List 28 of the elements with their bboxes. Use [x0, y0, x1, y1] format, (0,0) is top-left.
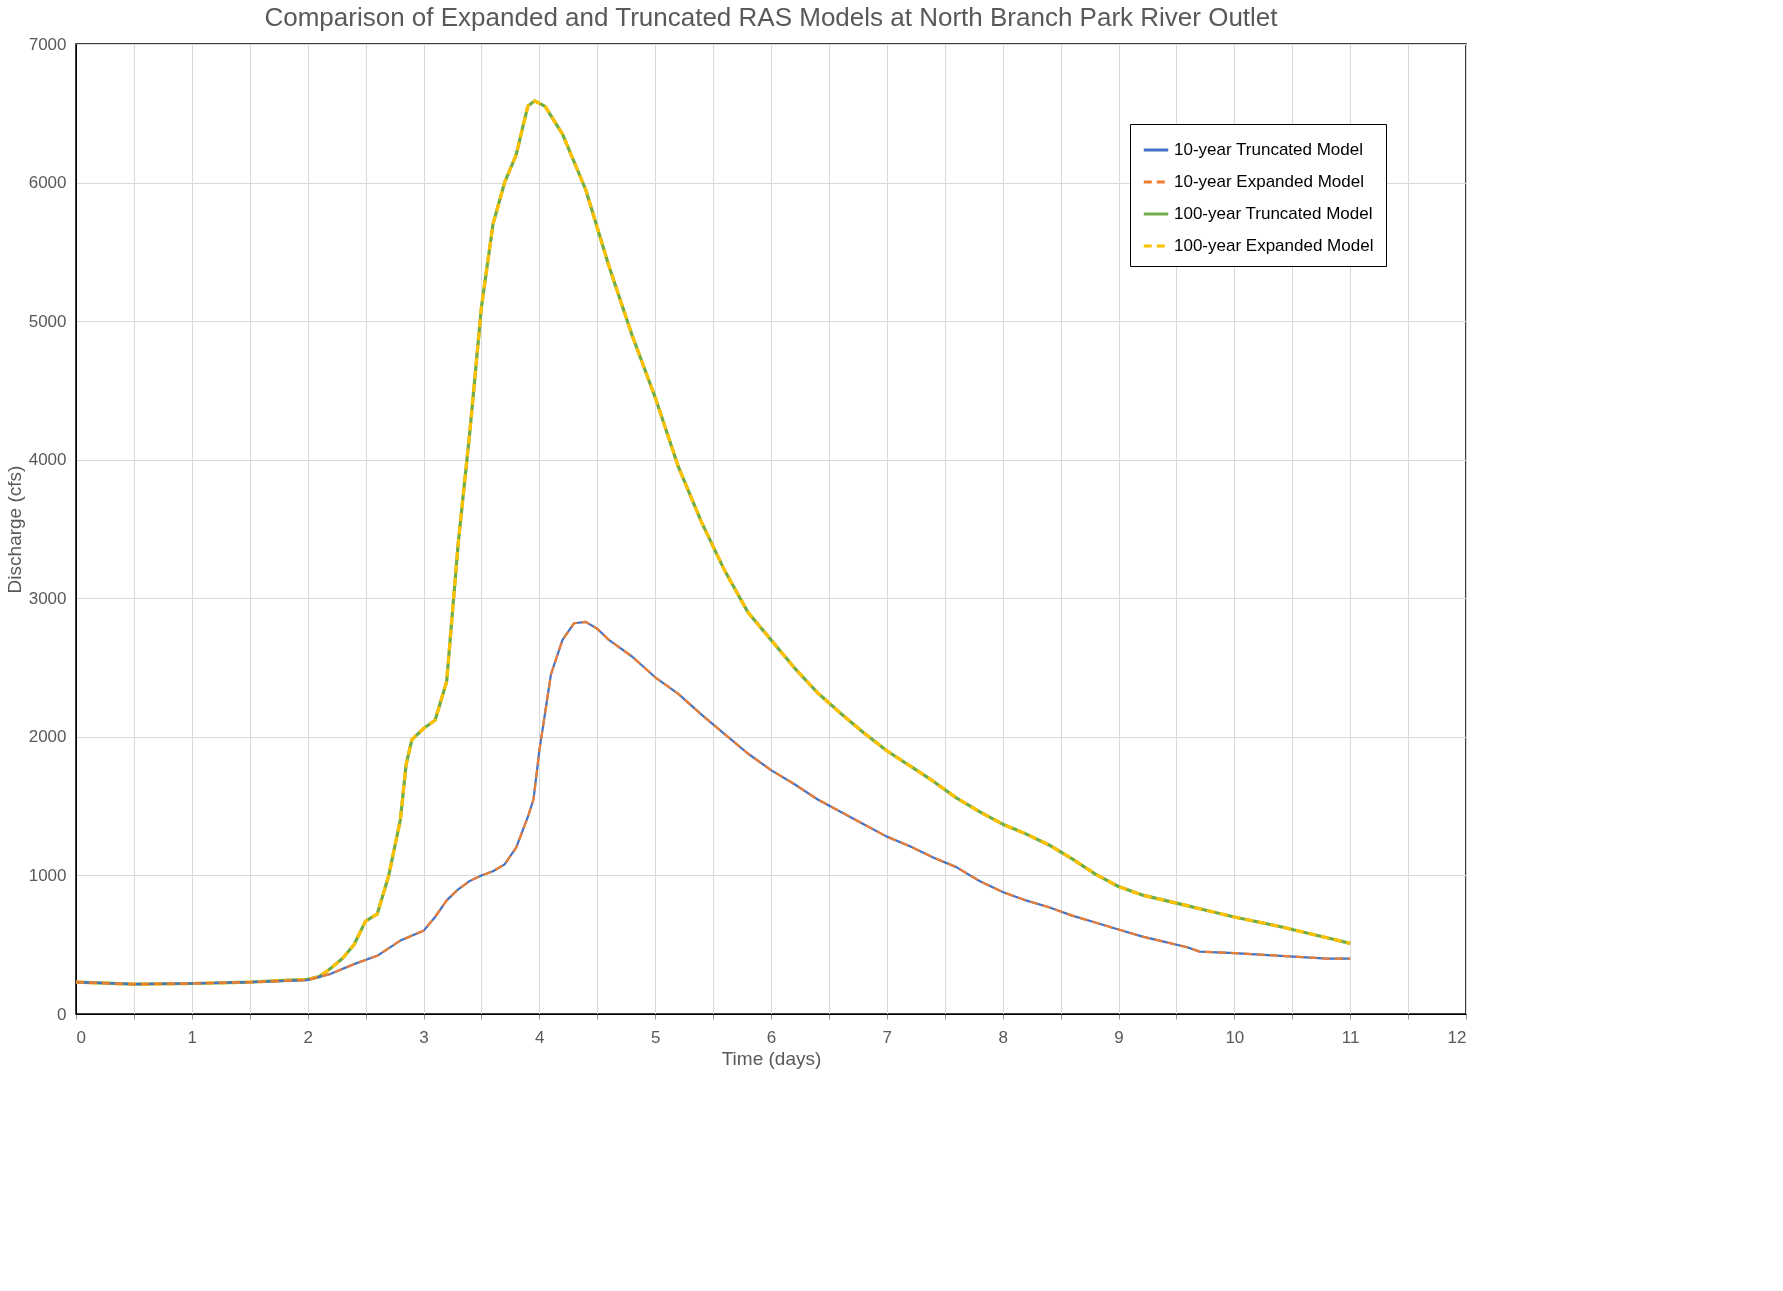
x-tick-label: 10: [1225, 1027, 1245, 1047]
x-axis-title: Time (days): [721, 1047, 822, 1069]
y-tick-label: 2000: [28, 727, 67, 747]
x-tick-label: 0: [76, 1027, 86, 1047]
x-tick-label: 1: [187, 1027, 198, 1047]
y-tick-label: 3000: [28, 588, 67, 608]
x-tick-label: 7: [882, 1027, 893, 1047]
legend-label: 100-year Expanded Model: [1174, 236, 1374, 255]
legend-label: 100-year Truncated Model: [1174, 204, 1373, 223]
x-tick-label: 3: [419, 1027, 429, 1047]
x-tick-label: 8: [998, 1027, 1008, 1047]
x-tick-label: 9: [1114, 1027, 1124, 1047]
legend-label: 10-year Truncated Model: [1174, 140, 1363, 159]
y-tick-label: 4000: [28, 450, 67, 470]
x-tick-label: 6: [766, 1027, 777, 1047]
y-axis-title: Discharge (cfs): [3, 465, 25, 594]
x-tick-label: 2: [303, 1027, 313, 1047]
x-tick-label: 5: [650, 1027, 661, 1047]
x-tick-label: 4: [535, 1027, 545, 1047]
legend-label: 10-year Expanded Model: [1174, 172, 1364, 191]
x-tick-label: 12: [1447, 1027, 1467, 1047]
y-tick-label: 5000: [28, 311, 67, 331]
y-tick-label: 6000: [28, 173, 67, 193]
y-tick-label: 0: [57, 1004, 67, 1024]
y-tick-label: 1000: [28, 865, 67, 885]
chart-title: Comparison of Expanded and Truncated RAS Models at North Branch Park River Outlet: [264, 2, 1279, 32]
x-tick-label: 11: [1341, 1027, 1360, 1047]
y-tick-label: 7000: [28, 34, 67, 54]
